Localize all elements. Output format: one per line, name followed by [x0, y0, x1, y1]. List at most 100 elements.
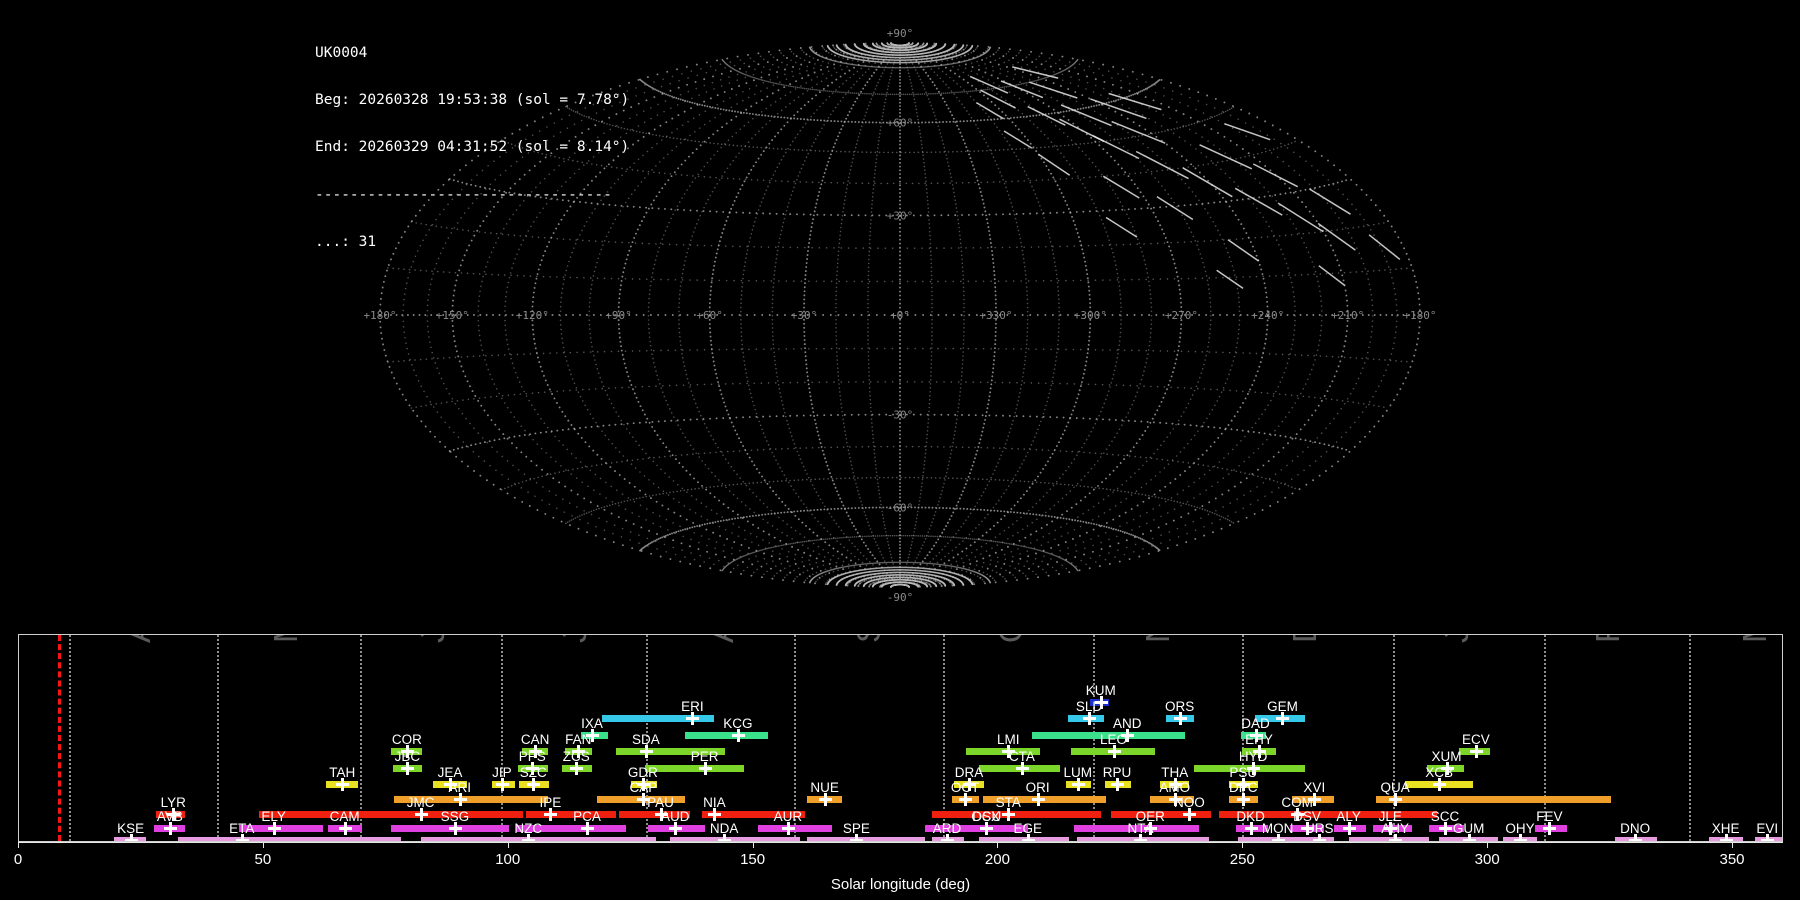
shower-activity-bar[interactable] [258, 811, 524, 818]
shower-peak-marker[interactable] [124, 834, 138, 841]
shower-activity-bar[interactable] [239, 825, 323, 832]
shower-peak-marker[interactable] [581, 822, 595, 835]
shower-peak-marker[interactable] [401, 762, 415, 775]
shower-peak-marker[interactable] [686, 712, 700, 725]
shower-peak-marker[interactable] [1094, 696, 1108, 709]
shower-peak-marker[interactable] [1083, 712, 1097, 725]
shower-peak-marker[interactable] [941, 834, 955, 841]
shower-peak-marker[interactable] [495, 778, 509, 791]
shower-peak-marker[interactable] [1121, 729, 1135, 742]
shower-activity-bar[interactable] [178, 837, 401, 841]
shower-peak-marker[interactable] [1015, 762, 1029, 775]
shower-peak-marker[interactable] [1308, 793, 1322, 806]
shower-peak-marker[interactable] [1342, 822, 1356, 835]
shower-peak-marker[interactable] [585, 729, 599, 742]
shower-peak-marker[interactable] [1313, 834, 1327, 841]
shower-activity-bar[interactable] [702, 811, 805, 818]
shower-peak-marker[interactable] [1237, 793, 1251, 806]
shower-activity-bar[interactable] [393, 796, 548, 803]
shower-peak-marker[interactable] [731, 729, 745, 742]
shower-peak-marker[interactable] [1252, 745, 1266, 758]
shower-peak-marker[interactable] [1071, 778, 1085, 791]
shower-peak-marker[interactable] [1107, 745, 1121, 758]
shower-peak-marker[interactable] [1002, 808, 1016, 821]
shower-peak-marker[interactable] [529, 745, 543, 758]
shower-peak-marker[interactable] [1291, 808, 1305, 821]
shower-activity-bar[interactable] [1348, 837, 1430, 841]
shower-peak-marker[interactable] [544, 808, 558, 821]
shower-peak-marker[interactable] [527, 778, 541, 791]
shower-peak-marker[interactable] [572, 745, 586, 758]
shower-activity-bar[interactable] [601, 715, 715, 722]
shower-peak-marker[interactable] [708, 808, 722, 821]
shower-activity-bar[interactable] [1074, 825, 1200, 832]
shower-activity-bar[interactable] [516, 825, 627, 832]
shower-activity-bar[interactable] [758, 825, 832, 832]
shower-peak-marker[interactable] [1439, 822, 1453, 835]
shower-activity-bar[interactable] [1111, 811, 1212, 818]
shower-peak-marker[interactable] [453, 793, 467, 806]
shower-peak-marker[interactable] [1389, 793, 1403, 806]
shower-peak-marker[interactable] [1384, 822, 1398, 835]
shower-activity-bar[interactable] [1218, 811, 1437, 818]
shower-peak-marker[interactable] [336, 778, 350, 791]
shower-activity-bar[interactable] [932, 811, 1102, 818]
shower-peak-marker[interactable] [443, 778, 457, 791]
shower-peak-marker[interactable] [1543, 822, 1557, 835]
shower-activity-bar[interactable] [685, 732, 769, 739]
shower-activity-bar[interactable] [644, 765, 744, 772]
shower-peak-marker[interactable] [980, 822, 994, 835]
shower-peak-marker[interactable] [1719, 834, 1733, 841]
shower-peak-marker[interactable] [1462, 834, 1476, 841]
shower-peak-marker[interactable] [267, 822, 281, 835]
shower-peak-marker[interactable] [1271, 834, 1285, 841]
shower-peak-marker[interactable] [526, 762, 540, 775]
shower-peak-marker[interactable] [570, 762, 584, 775]
shower-peak-marker[interactable] [1031, 793, 1045, 806]
shower-peak-marker[interactable] [1761, 834, 1775, 841]
shower-peak-marker[interactable] [637, 793, 651, 806]
shower-peak-marker[interactable] [522, 834, 536, 841]
shower-peak-marker[interactable] [1433, 778, 1447, 791]
shower-peak-marker[interactable] [1110, 778, 1124, 791]
shower-peak-marker[interactable] [1300, 822, 1314, 835]
shower-peak-marker[interactable] [1469, 745, 1483, 758]
shower-peak-marker[interactable] [163, 822, 177, 835]
shower-activity-bar[interactable] [807, 837, 925, 841]
shower-activity-bar[interactable] [670, 837, 801, 841]
shower-peak-marker[interactable] [448, 822, 462, 835]
shower-peak-marker[interactable] [654, 808, 668, 821]
shower-peak-marker[interactable] [1183, 808, 1197, 821]
shower-peak-marker[interactable] [1629, 834, 1643, 841]
shower-activity-bar[interactable] [1031, 732, 1185, 739]
shower-peak-marker[interactable] [963, 778, 977, 791]
shower-peak-marker[interactable] [1513, 834, 1527, 841]
shower-peak-marker[interactable] [1389, 834, 1403, 841]
shower-peak-marker[interactable] [850, 834, 864, 841]
shower-activity-bar[interactable] [420, 837, 656, 841]
shower-peak-marker[interactable] [1173, 712, 1187, 725]
shower-peak-marker[interactable] [669, 822, 683, 835]
shower-peak-marker[interactable] [1134, 834, 1148, 841]
shower-peak-marker[interactable] [639, 745, 653, 758]
shower-peak-marker[interactable] [235, 834, 249, 841]
shower-peak-marker[interactable] [167, 808, 181, 821]
shower-peak-marker[interactable] [1002, 745, 1016, 758]
shower-peak-marker[interactable] [781, 822, 795, 835]
shower-peak-marker[interactable] [1244, 822, 1258, 835]
shower-activity-bar[interactable] [525, 811, 617, 818]
shower-peak-marker[interactable] [718, 834, 732, 841]
shower-peak-marker[interactable] [414, 808, 428, 821]
shower-activity-timeline[interactable]: APR MAY JUN JUL AUG SEP OCT NOV DEC JAN FEB MAR KUM E… [18, 634, 1783, 842]
shower-peak-marker[interactable] [1237, 778, 1251, 791]
shower-peak-marker[interactable] [1021, 834, 1035, 841]
shower-peak-marker[interactable] [1276, 712, 1290, 725]
shower-peak-marker[interactable] [959, 793, 973, 806]
shower-peak-marker[interactable] [1144, 822, 1158, 835]
shower-peak-marker[interactable] [818, 793, 832, 806]
shower-peak-marker[interactable] [400, 745, 414, 758]
shower-peak-marker[interactable] [636, 778, 650, 791]
shower-activity-bar[interactable] [1375, 796, 1611, 803]
shower-peak-marker[interactable] [1168, 778, 1182, 791]
shower-peak-marker[interactable] [1247, 762, 1261, 775]
